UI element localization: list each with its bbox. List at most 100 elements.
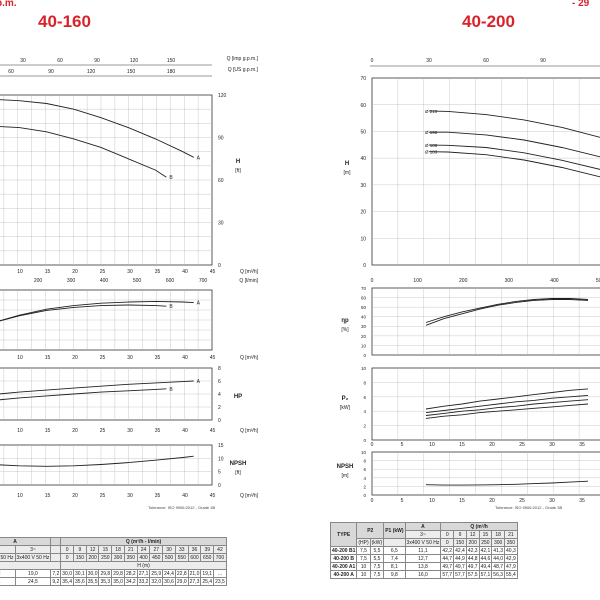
q-lmin-cell: 300 [491,538,506,547]
tolerance-note-right: Tolerance: ISO 9906:2012 - Grade 3B [495,505,563,510]
table-cell: 7,5 [356,554,371,563]
q-m3h-axis-label: Q [m³/h] [240,355,259,361]
table-cell: 3~ [14,545,52,554]
q-lmin-tick-right: 0 [371,278,374,284]
head-m-tick: 40 [360,156,366,162]
table-row: 40-200 B1 7,5 5,5 6,5 11,1 42,2 42,4 42,3 42,1 41… [329,546,518,555]
q-m3h-cell: 36 [187,545,202,554]
npsh-unit-ft: [ft] [235,470,241,476]
q-imp-axis-label: Q [imp g.p.m.] [227,56,259,62]
npsh-m-tick: 10 [361,450,367,455]
curve-hp-A [0,380,194,395]
clipped-title-left: p.m. [0,0,17,9]
curve-label-B: B [169,304,173,310]
head-value-cell: 44,7 [440,554,455,563]
q-m3h-tick: 25 [100,269,106,275]
q-lmin-tick-right: 200 [459,278,468,284]
head-m-tick: 70 [360,76,366,82]
q-m3h-tick-right: 35 [579,442,585,448]
table-cell: 24,5 [14,577,52,586]
curve-eff-right [425,298,589,323]
head-m-tick: 0 [363,263,366,269]
curve-head-impeller [429,131,600,158]
imp-tick-label: 120 [130,58,139,64]
head-value-cell: 22,8 [174,569,189,578]
q-m3h-tick-right: 15 [459,442,465,448]
table-row: (HP) (kW) 3x400 V 50 Hz 0 150 200 250 300 350 [331,538,518,547]
head-value-cell: 19,1 [200,569,215,578]
q-lmin-axis-label: Q [l/min] [239,278,258,284]
head-value-cell: 48,7 [491,562,506,571]
eff-tick: 40 [361,315,367,320]
q-m3h-tick: 20 [72,355,78,361]
table-cell: (kW) [369,538,385,547]
head-value-cell: 27,1 [136,569,151,578]
q-m3h-tick: 45 [210,269,216,275]
head-value-cell: 30,1 [73,569,87,578]
q-lmin-cell: 0 [440,538,455,547]
q-m3h-tick: 45 [210,428,216,434]
table-row: 40-200 A 10 7,5 9,8 16,0 57,7 57,7 57,5 57,1 56,3… [329,570,518,579]
head-value-cell: 21,0 [187,569,202,578]
hp-tick: 8 [218,366,221,372]
table-header-A: A [0,537,52,546]
q-m3h-cell: 33 [174,545,189,554]
q-m3h-cell: 15 [98,545,113,554]
impeller-diameter-label: Ø 188 [425,143,438,148]
q-m3h-tick-right: 25 [519,442,525,448]
pump-type-cell: 40-200 B1 [329,546,358,555]
q-lmin-tick: 700 [199,278,208,284]
q-m3h-cell: 15 [478,530,493,539]
q-m3h-tick: 40 [182,428,188,434]
q-m3h-cell: 21 [123,545,138,554]
q-lmin-cell: 150 [73,553,87,562]
table-row: H (m) [0,561,227,570]
us-tick-label: 60 [8,69,14,75]
q-m3h-tick: 20 [72,428,78,434]
q-m3h-tick: 30 [127,355,133,361]
right-head-grid-frame [371,77,600,266]
table-cell: 19,0 [14,569,52,578]
eff-axis-label: ηp [341,318,349,324]
table-header-p2: P2 [356,522,385,539]
head-value-cell: 41,3 [491,546,506,555]
q-m3h-tick-right: 0 [371,498,374,504]
head-value-cell: 29,0 [174,577,189,586]
table-cell [50,537,62,546]
q-lmin-cell: 300 [111,553,125,562]
p2-tick: 2 [363,424,366,429]
q-m3h-tick: 25 [100,355,106,361]
q-m3h-tick-right: 35 [579,498,585,504]
q-m3h-cell: 12 [85,545,100,554]
head-value-cell: 57,5 [465,570,480,579]
head-value-cell: 42,1 [478,546,493,555]
head-value-cell: 30,0 [60,569,75,578]
impeller-diameter-label: Ø 210 [425,109,438,114]
p2-unit-label: [kW] [340,405,351,411]
table-cell: 12,7 [404,554,442,563]
q-lmin-cell: 250 [478,538,493,547]
table-cell: 7,4 [383,554,406,563]
table-cell: 1x230 V 50 Hz [0,553,16,562]
q-lmin-tick-right: 100 [413,278,422,284]
q-m3h-tick: 45 [210,355,216,361]
impeller-diameter-label: Ø 196 [425,130,438,135]
q-m3h-tick: 35 [155,493,161,499]
imp-tick-label-right: 60 [483,58,489,64]
q-m3h-tick: 15 [45,493,51,499]
curve-label-B: B [169,387,173,393]
head-value-cell: 23,5 [213,577,227,586]
q-m3h-tick: 40 [182,269,188,275]
q-m3h-tick-right: 10 [429,442,435,448]
head-value-cell: 42,4 [453,546,467,555]
table-header-A: A [404,522,442,531]
imp-tick-label-right: 0 [371,58,374,64]
head-value-cell: 27,3 [187,577,202,586]
table-cell: 4,2 [0,569,16,578]
table-header-h: H (m) [60,561,227,570]
table-header-q: Q (m³/h - l/min) [60,537,227,546]
table-cell: 16,0 [404,570,442,579]
model-title-40-200: 40-200 [462,12,515,31]
q-lmin-tick: 200 [34,278,43,284]
head-value-cell: 35,6 [73,577,87,586]
